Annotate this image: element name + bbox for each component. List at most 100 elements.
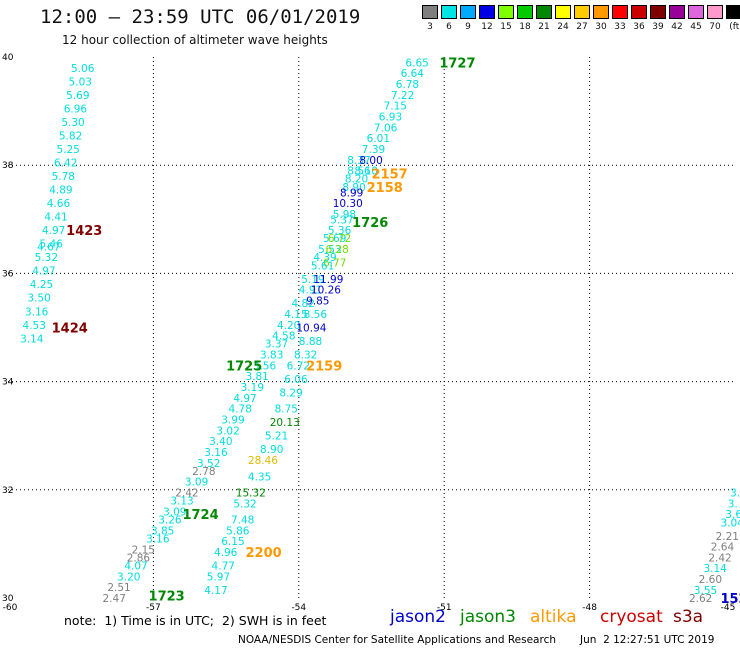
wave-height-value: 8.88	[299, 336, 322, 348]
scale-label: 24	[557, 22, 569, 32]
wave-height-value: 4.67	[37, 241, 60, 253]
wave-height-value: 4.39	[313, 252, 336, 264]
pass-time-label: 2158	[367, 181, 403, 196]
wave-height-value: 4.78	[229, 404, 252, 416]
wave-height-value: 8.20	[345, 174, 368, 186]
scale-swatch	[479, 5, 495, 19]
wave-height-value: 28.46	[248, 455, 278, 467]
wave-height-value: 6.28	[325, 244, 348, 256]
wave-height-value: 3.09	[185, 477, 208, 489]
scale-label: 12	[481, 22, 493, 32]
wave-height-value: 3.40	[209, 436, 232, 448]
wave-height-value: 8.00	[359, 155, 382, 167]
wave-height-value: 4.66	[47, 198, 71, 210]
scale-swatch	[631, 5, 647, 19]
scale-swatch	[726, 5, 740, 19]
scale-swatch	[498, 5, 514, 19]
wave-height-value: 3.04	[720, 517, 740, 529]
wave-height-value: 2.86	[127, 552, 151, 564]
scale-swatch	[650, 5, 666, 19]
wave-height-value: 4.91	[299, 285, 322, 297]
y-tick-label: 36	[2, 269, 14, 279]
wave-height-values: 5.065.035.696.965.305.825.256.425.784.89…	[20, 57, 740, 605]
wave-height-value: 2.51	[107, 582, 130, 594]
scale-swatch	[517, 5, 533, 19]
wave-height-value: 5.61	[311, 260, 334, 272]
wave-height-value: 3.81	[245, 371, 268, 383]
scale-unit: (ft)	[729, 22, 740, 32]
pass-time-label: 1725	[226, 359, 262, 374]
wave-height-value: 6.72	[287, 360, 310, 372]
wave-height-value: 6.65	[405, 57, 428, 69]
wave-height-value: 3.56	[253, 360, 277, 372]
page-title: 12:00 — 23:59 UTC 06/01/2019	[40, 6, 361, 28]
wave-height-value: 2.62	[689, 593, 712, 605]
wave-height-value: 3.50	[27, 293, 50, 305]
wave-height-value: 8.32	[294, 350, 317, 362]
wave-height-value: 2.78	[192, 466, 215, 478]
pass-time-label: 152	[720, 592, 740, 607]
wave-height-value: 10.30	[333, 198, 363, 210]
wave-height-value: 3.26	[158, 515, 182, 527]
wave-height-value: 5.19	[301, 274, 324, 286]
wave-height-value: 3.6	[725, 509, 740, 521]
satellite-jason2: jason2	[390, 607, 446, 627]
scale-swatch	[536, 5, 552, 19]
wave-height-value: 4.35	[248, 471, 271, 483]
wave-height-value: 3.14	[20, 333, 44, 345]
wave-height-value: 7.06	[374, 122, 398, 134]
wave-height-value: 8.75	[275, 404, 298, 416]
y-tick-label: 38	[2, 161, 14, 171]
wave-height-value: 8.56	[347, 166, 371, 178]
wave-height-value: 3.16	[204, 447, 228, 459]
pass-time-label: 2200	[245, 546, 281, 561]
wave-height-value: 8.90	[342, 182, 365, 194]
scale-swatch	[707, 5, 723, 19]
wave-height-value: 6.64	[401, 68, 425, 80]
wave-height-value: 4.53	[23, 320, 46, 332]
wave-height-value: 2.60	[699, 574, 722, 586]
wave-height-value: 8.56	[304, 309, 328, 321]
wave-height-value: 2.42	[708, 552, 731, 564]
wave-height-value: 15.32	[236, 488, 266, 500]
wave-height-value: 10.26	[311, 285, 341, 297]
scale-swatch	[612, 5, 628, 19]
scale-swatch	[460, 5, 476, 19]
pass-time-label: 1726	[352, 216, 388, 231]
scale-label: 42	[671, 22, 683, 32]
wave-height-value: 3.19	[241, 382, 264, 394]
scale-label: 21	[538, 22, 550, 32]
scale-swatch	[593, 5, 609, 19]
scale-label: 39	[652, 22, 664, 32]
wave-height-value: 3.	[730, 488, 740, 500]
wave-height-value: 6.72	[328, 233, 351, 245]
wave-height-value: 3.52	[197, 458, 220, 470]
wave-height-value: 5.86	[226, 525, 250, 537]
wave-height-value: 4.97	[233, 393, 256, 405]
wave-height-value: 3.55	[694, 585, 717, 597]
wave-height-value: 9.85	[306, 295, 329, 307]
wave-height-value: 3.14	[703, 563, 727, 575]
footnote: note: 1) Time is in UTC; 2) SWH is in fe…	[64, 613, 327, 628]
wave-height-value: 6.96	[64, 103, 88, 115]
wave-height-value: 8.29	[279, 387, 302, 399]
pass-time-label: 1424	[52, 322, 88, 337]
wave-height-value: 5.53	[318, 244, 341, 256]
scale-label: 9	[465, 22, 471, 32]
wave-height-value: 5.03	[69, 76, 92, 88]
wave-height-value: 6.42	[54, 157, 77, 169]
scale-label: 27	[576, 22, 588, 32]
wave-height-value: 6.93	[379, 112, 402, 124]
scale-label: 45	[690, 22, 702, 32]
generated-timestamp: Jun 2 12:27:51 UTC 2019	[580, 634, 715, 646]
wave-height-value: 5.69	[323, 233, 346, 245]
wave-height-value: 2.42	[175, 488, 198, 500]
wave-height-value: 5.32	[35, 252, 58, 264]
x-tick-label: -51	[437, 603, 452, 613]
wave-height-value: 4.97	[42, 225, 65, 237]
wave-height-value: 7.39	[362, 144, 385, 156]
pass-time-label: 1423	[66, 224, 102, 239]
x-tick-label: -54	[291, 603, 306, 613]
wave-height-value: 2.64	[711, 542, 735, 554]
